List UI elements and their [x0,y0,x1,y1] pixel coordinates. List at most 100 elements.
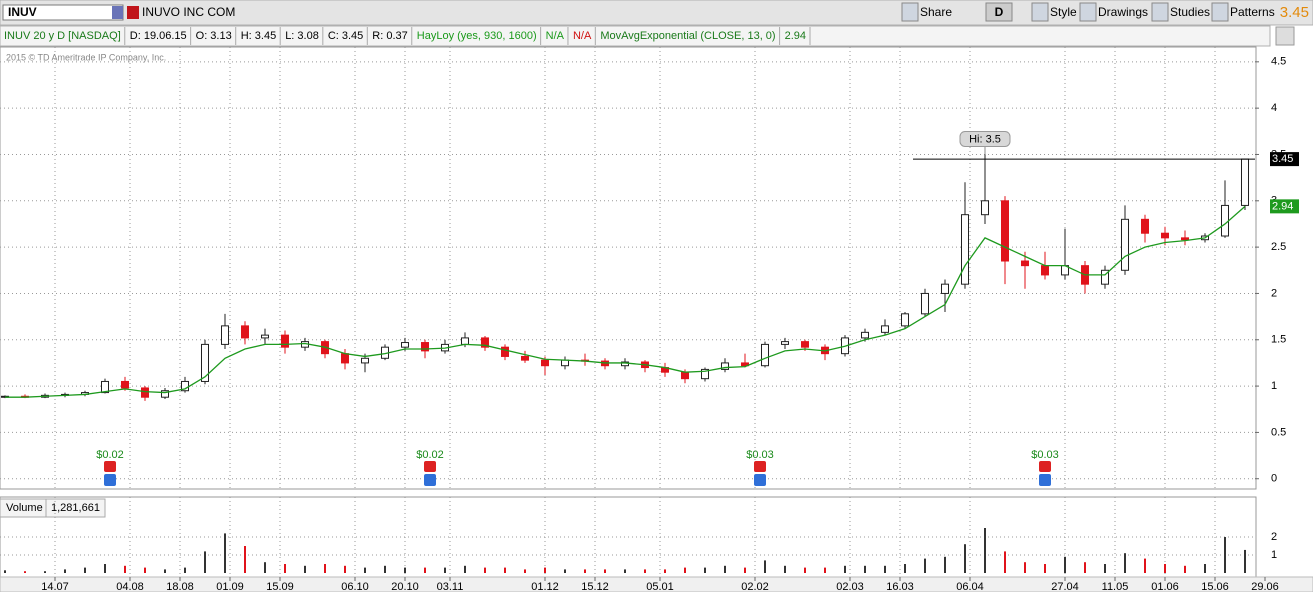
candle-body [981,200,989,216]
symbol: INUV [8,5,37,19]
x-tick-label: 06.04 [956,581,984,592]
volume-bar [564,569,566,573]
dividend-icon [754,461,766,472]
company-name: INUVO INC COM [142,5,235,19]
volume-tick-label: 1 [1271,549,1277,561]
volume-bar [1204,564,1206,573]
toolbar-button[interactable] [985,2,1013,22]
dividend-label: $0.02 [96,449,124,461]
toolbar-button[interactable] [901,2,919,22]
info-item: O: 3.13 [196,30,232,42]
candle-body [421,342,429,352]
volume-bar [1124,553,1126,573]
x-tick-label: 05.01 [646,581,674,592]
dividend-label: $0.03 [746,449,774,461]
x-tick-label: 01.12 [531,581,559,592]
volume-bar [1224,537,1226,573]
y-tick-label: 4.5 [1271,56,1286,68]
x-tick-label: 02.02 [741,581,769,592]
volume-bar [1144,558,1146,573]
y-tick-label: 0 [1271,473,1277,485]
toolbar-button[interactable] [1031,2,1049,22]
y-tick-label: 2 [1271,287,1277,299]
volume-bar [1064,556,1066,573]
volume-bar [124,565,126,573]
info-item: INUV 20 y D [NASDAQ] [4,30,121,42]
volume-bar [44,571,46,573]
candle-body [541,359,549,367]
volume-header [0,498,106,518]
earnings-icon [754,474,766,486]
volume-bar [4,570,6,573]
dividend-icon [424,461,436,472]
volume-bar [444,567,446,573]
toolbar-button[interactable] [1079,2,1097,22]
volume-bar [204,551,206,573]
info-item: N/A [546,30,565,42]
candle-body [121,380,129,389]
candle-body [361,357,369,364]
candle-body [141,387,149,398]
candle-body [881,325,889,333]
candle-body [341,353,349,364]
volume-bar [504,567,506,573]
volume-title: Volume [6,502,43,514]
volume-bar [64,569,66,573]
settings-icon[interactable] [1275,26,1295,46]
volume-bar [1044,564,1046,573]
volume-bar [964,544,966,573]
alert-icon[interactable] [127,6,139,19]
volume-bar [264,562,266,573]
toolbar-button[interactable] [1151,2,1169,22]
volume-bar [684,567,686,573]
volume-bar [104,564,106,573]
volume-bar [704,567,706,573]
volume-bar [324,564,326,573]
symbol-dropdown[interactable] [112,6,123,19]
candle-body [741,362,749,367]
volume-bar [244,546,246,573]
y-tick-label: 1 [1271,380,1277,392]
volume-bar [384,565,386,573]
candle-body [1241,158,1249,206]
y-tick-label: 0.5 [1271,426,1286,438]
volume-bar [284,564,286,573]
info-item: 2.94 [785,30,806,42]
x-tick-label: 15.06 [1201,581,1229,592]
y-tick-label: 2.5 [1271,241,1286,253]
volume-bar [1084,562,1086,573]
x-tick-label: 20.10 [391,581,419,592]
candle-body [281,334,289,348]
volume-bar [1004,551,1006,573]
candle-body [961,214,969,285]
y-tick-label: 4 [1271,102,1277,114]
volume-bar [844,565,846,573]
volume-bar [724,565,726,573]
info-item: C: 3.45 [328,30,363,42]
earnings-icon [424,474,436,486]
x-tick-label: 15.12 [581,581,609,592]
candle-body [1221,204,1229,237]
ema-tag [1270,199,1299,214]
copyright: 2015 © TD Ameritrade IP Company, Inc. [6,52,166,62]
volume-bar [1024,562,1026,573]
volume-bar [904,564,906,573]
candle-body [1121,218,1129,271]
toolbar-label: Share [920,5,952,19]
toolbar-label: Studies [1170,5,1210,19]
candle-body [681,371,689,380]
volume-tick-label: 2 [1271,531,1277,543]
volume-bar [924,558,926,573]
x-tick-label: 11.05 [1102,581,1129,592]
x-tick-label: 15.09 [266,581,294,592]
candle-body [101,380,109,394]
volume-bar [304,565,306,573]
candle-body [501,346,509,357]
earnings-icon [104,474,116,486]
x-tick-label: 03.11 [437,581,464,592]
dividend-icon [104,461,116,472]
toolbar-button[interactable] [1211,2,1229,22]
info-bar [0,25,1271,47]
candle-body [161,390,169,398]
candle-body [701,368,709,380]
